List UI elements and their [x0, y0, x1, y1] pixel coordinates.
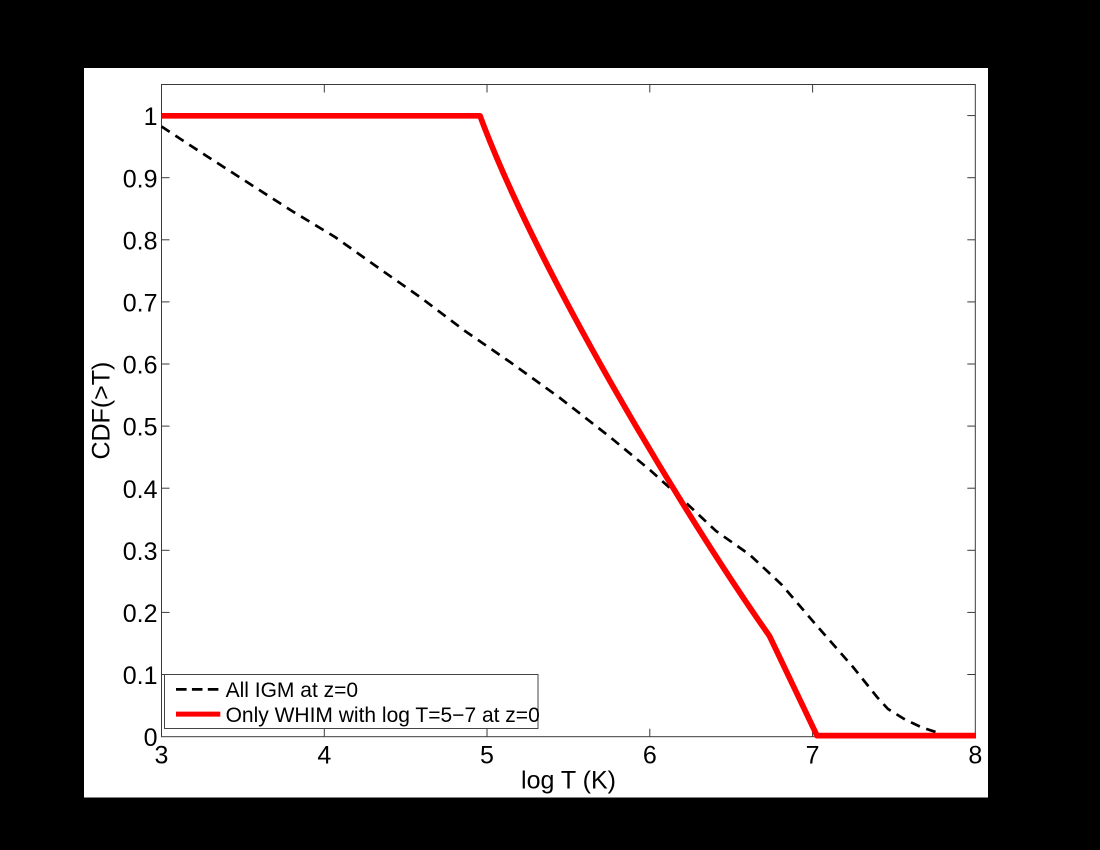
svg-text:0.8: 0.8 — [123, 227, 158, 255]
svg-text:0.6: 0.6 — [123, 352, 158, 380]
svg-text:All IGM at z=0: All IGM at z=0 — [226, 679, 358, 702]
svg-text:6: 6 — [643, 742, 657, 770]
svg-text:7: 7 — [806, 742, 820, 770]
svg-text:4: 4 — [317, 742, 331, 770]
svg-text:0.9: 0.9 — [123, 165, 158, 193]
svg-text:0.3: 0.3 — [123, 538, 158, 566]
svg-text:0.7: 0.7 — [123, 290, 158, 318]
svg-text:Only WHIM with log T=5−7 at z=: Only WHIM with log T=5−7 at z=0 — [226, 704, 540, 727]
svg-text:1: 1 — [144, 103, 158, 131]
svg-text:0.5: 0.5 — [123, 414, 158, 442]
svg-text:log T (K): log T (K) — [521, 767, 616, 795]
svg-text:0.2: 0.2 — [123, 600, 158, 628]
svg-text:5: 5 — [480, 742, 494, 770]
svg-text:8: 8 — [968, 742, 982, 770]
svg-text:0.4: 0.4 — [123, 476, 158, 504]
svg-text:CDF(>T): CDF(>T) — [88, 362, 116, 460]
svg-text:0: 0 — [144, 724, 158, 752]
svg-text:3: 3 — [155, 742, 169, 770]
svg-text:0.1: 0.1 — [123, 662, 158, 690]
